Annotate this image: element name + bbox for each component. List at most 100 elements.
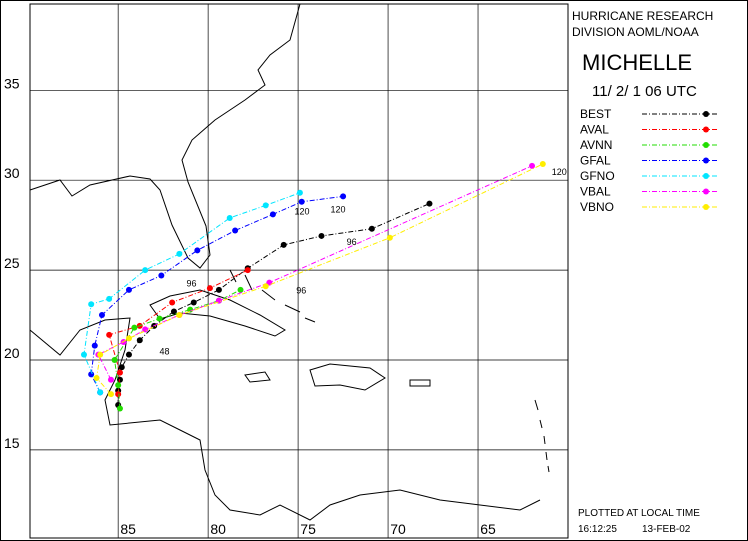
track-point: [529, 162, 536, 169]
y-tick-label: 20: [4, 345, 20, 361]
track-point: [80, 351, 87, 358]
track-point: [280, 241, 287, 248]
legend-label: VBNO: [580, 200, 614, 214]
track-point: [190, 299, 197, 306]
track-point: [426, 200, 433, 207]
track-point: [116, 376, 123, 383]
track-point: [125, 335, 132, 342]
track-point: [368, 225, 375, 232]
track-point: [107, 376, 114, 383]
track-point: [386, 234, 393, 241]
track-annotation: 96: [187, 278, 197, 288]
track-point: [232, 227, 239, 234]
track-point: [262, 202, 269, 209]
legend-marker: [703, 157, 709, 164]
legend-marker: [703, 188, 709, 195]
track-annotation: 120: [330, 205, 345, 215]
track-point: [125, 286, 132, 293]
footer-note: PLOTTED AT LOCAL TIME: [578, 508, 700, 519]
x-tick-label: 70: [390, 521, 406, 537]
track-point: [107, 391, 114, 398]
track-point: [237, 286, 244, 293]
legend-marker: [703, 111, 709, 117]
track-line: [114, 289, 241, 409]
track-point: [142, 267, 149, 274]
legend-label: GFNO: [580, 169, 615, 183]
track-point: [115, 391, 122, 398]
track-point: [115, 382, 122, 389]
track-point: [156, 315, 163, 322]
x-tick-label: 85: [120, 521, 136, 537]
track-annotation: 120: [552, 167, 567, 177]
track-point: [539, 161, 546, 168]
legend-label: VBAL: [580, 185, 611, 199]
track-point: [176, 250, 183, 257]
track-point: [93, 374, 100, 381]
bahamas: [229, 269, 316, 323]
track-point: [170, 308, 177, 315]
track-point: [98, 312, 105, 319]
jamaica: [244, 371, 271, 383]
track-line: [83, 192, 301, 393]
track-point: [88, 371, 95, 378]
track-annotation: 96: [296, 285, 306, 295]
track-point: [244, 267, 251, 274]
track-line: [97, 165, 533, 381]
track-point: [215, 286, 222, 293]
y-tick-label: 15: [4, 435, 20, 451]
header-line: HURRICANE RESEARCH: [572, 9, 713, 23]
hispaniola: [309, 363, 386, 391]
legend-marker: [703, 173, 709, 179]
track-point: [106, 295, 113, 302]
track-point: [97, 351, 104, 358]
footer-time: 16:12:25: [578, 524, 617, 535]
track-point: [318, 232, 325, 239]
footer-date: 13-FEB-02: [642, 524, 691, 535]
track-point: [116, 405, 123, 412]
track-point: [125, 351, 132, 358]
track-point: [169, 299, 176, 306]
map-frame: [29, 3, 569, 539]
track-point: [206, 285, 213, 292]
track-point: [226, 214, 233, 221]
x-tick-label: 75: [300, 521, 316, 537]
track-point: [106, 331, 113, 338]
legend-marker: [703, 142, 709, 148]
track-point: [298, 198, 305, 205]
track-annotation: 96: [347, 237, 357, 247]
legend-label: BEST: [580, 107, 612, 121]
y-tick-label: 25: [4, 255, 20, 271]
y-tick-label: 30: [4, 165, 20, 181]
track-point: [91, 342, 98, 349]
x-tick-label: 65: [480, 521, 496, 537]
track-point: [340, 193, 347, 200]
track-point: [131, 324, 138, 331]
header-line: DIVISION AOML/NOAA: [572, 25, 699, 39]
track-point: [158, 272, 165, 279]
track-point: [116, 369, 123, 376]
track-point: [136, 337, 143, 344]
track-point: [269, 211, 276, 218]
track-point: [296, 189, 303, 196]
legend-label: GFAL: [580, 154, 611, 168]
legend-marker: [703, 126, 709, 133]
track-point: [118, 364, 125, 371]
track-point: [194, 247, 201, 254]
track-point: [176, 312, 183, 319]
puerto-rico: [409, 379, 431, 387]
legend-marker: [703, 204, 709, 210]
legend-label: AVNN: [580, 138, 612, 152]
track-point: [142, 326, 149, 333]
lesser-antilles: [534, 399, 550, 473]
track-point: [111, 357, 118, 363]
x-tick-label: 80: [210, 521, 226, 537]
track-point: [88, 301, 95, 308]
track-point: [187, 306, 194, 313]
legend-label: AVAL: [580, 123, 609, 137]
chart-title: MICHELLE: [582, 50, 692, 75]
track-annotation: 48: [160, 347, 170, 357]
central-america: [29, 317, 541, 521]
track-point: [262, 283, 269, 290]
